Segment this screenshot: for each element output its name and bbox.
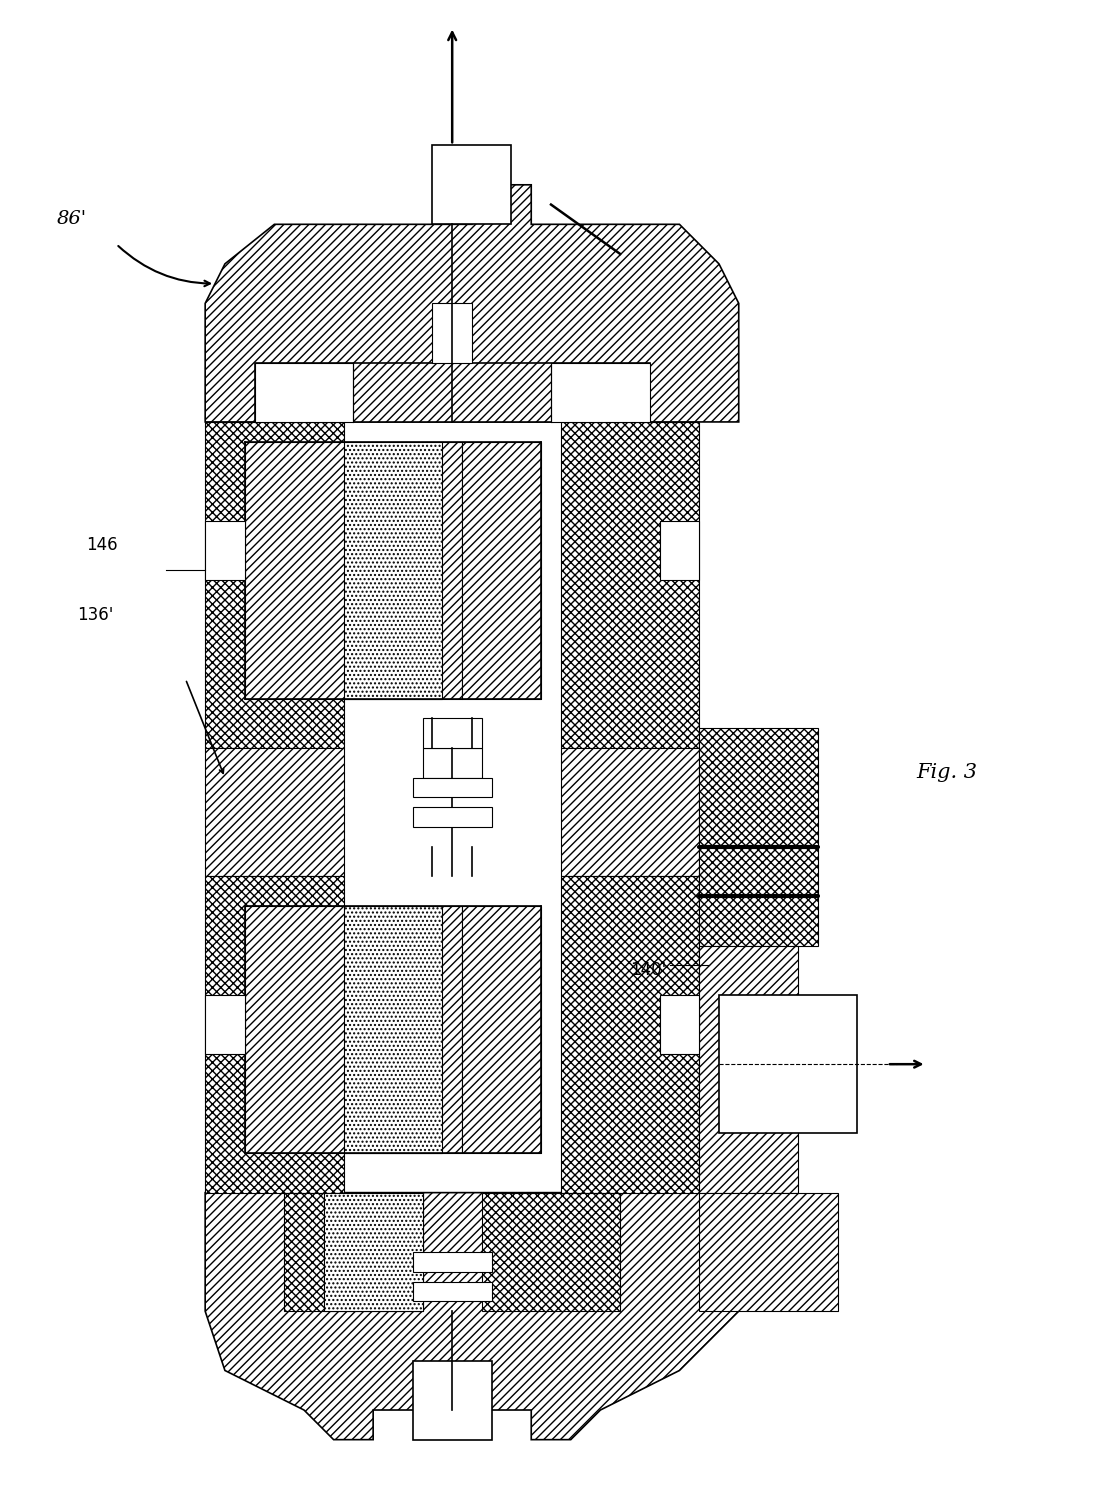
Bar	[412, 808, 491, 827]
Bar	[412, 1360, 491, 1439]
Bar	[205, 521, 245, 580]
Bar	[344, 441, 442, 699]
Bar	[699, 945, 798, 1192]
Bar	[699, 729, 818, 945]
Text: 136': 136'	[77, 606, 114, 624]
Polygon shape	[205, 186, 738, 422]
Bar	[255, 362, 650, 422]
Bar	[205, 422, 344, 748]
Text: 86': 86'	[57, 211, 87, 229]
Bar	[561, 748, 699, 877]
Bar	[482, 1192, 620, 1310]
Text: Fig. 3: Fig. 3	[917, 763, 977, 781]
Bar	[255, 362, 354, 422]
Bar	[245, 441, 462, 699]
Bar	[205, 995, 245, 1055]
Bar	[660, 995, 699, 1055]
Text: 140': 140'	[630, 962, 667, 980]
Bar	[660, 521, 699, 580]
Bar	[344, 907, 442, 1153]
Bar	[462, 907, 541, 1153]
Bar	[412, 778, 491, 797]
Bar	[719, 995, 857, 1134]
Bar	[561, 422, 699, 748]
Polygon shape	[205, 1192, 738, 1439]
Bar	[462, 441, 541, 699]
Bar	[422, 748, 482, 778]
Bar	[561, 877, 699, 1192]
Text: 146: 146	[87, 537, 118, 555]
Bar	[422, 718, 482, 748]
Bar	[324, 1192, 422, 1310]
Bar	[699, 1192, 838, 1310]
Bar	[205, 877, 344, 1192]
Bar	[205, 748, 344, 877]
Bar	[284, 1192, 422, 1310]
Bar	[412, 1252, 491, 1272]
Bar	[551, 362, 650, 422]
Bar	[432, 304, 472, 362]
Bar	[245, 907, 462, 1153]
Bar	[432, 145, 511, 224]
Bar	[412, 1282, 491, 1302]
